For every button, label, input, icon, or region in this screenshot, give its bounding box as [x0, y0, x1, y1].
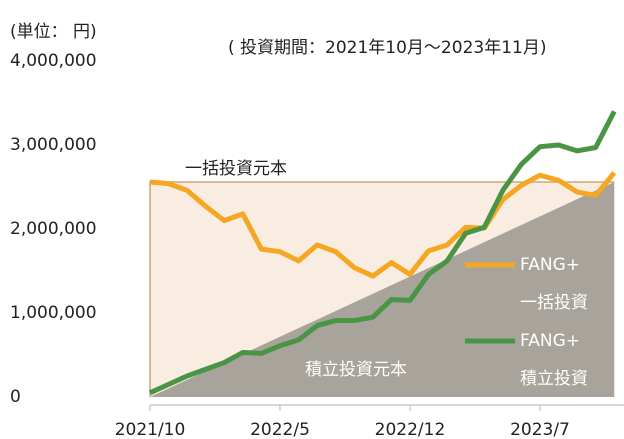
legend-label: 積立投資: [520, 369, 588, 389]
x-tick-label: 2023/7: [510, 420, 570, 439]
principal-box-edge: [149, 181, 615, 397]
legend-label: FANG+: [520, 255, 580, 275]
legend-label: 一括投資: [520, 293, 588, 313]
y-tick-label: 4,000,000: [10, 51, 97, 71]
annotation: 一括投資元本: [185, 159, 287, 179]
y-tick-label: 1,000,000: [10, 303, 97, 323]
subtitle: ( 投資期間：2021年10月～2023年11月): [228, 38, 546, 58]
y-tick-label: 2,000,000: [10, 219, 97, 239]
y-tick-label: 3,000,000: [10, 135, 97, 155]
line: [149, 171, 617, 279]
x-tick-label: 2021/10: [115, 420, 186, 439]
annotation: 積立投資元本: [305, 360, 407, 380]
line: [148, 110, 617, 396]
legend-label: FANG+: [520, 331, 580, 351]
unit-label: (単位： 円): [10, 22, 97, 42]
y-tick-label: 0: [10, 387, 21, 407]
x-tick-label: 2022/12: [375, 420, 446, 439]
x-tick-label: 2022/5: [250, 420, 310, 439]
